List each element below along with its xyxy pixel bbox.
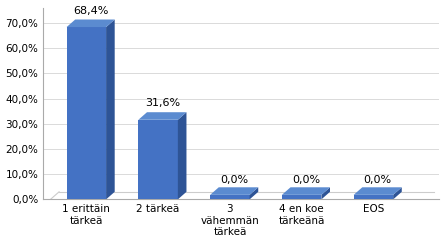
Text: 0,0%: 0,0%	[292, 175, 320, 185]
Polygon shape	[321, 187, 330, 200]
Text: 0,0%: 0,0%	[364, 175, 392, 185]
Polygon shape	[393, 187, 402, 200]
Polygon shape	[178, 112, 186, 200]
Polygon shape	[106, 19, 115, 200]
Text: 68,4%: 68,4%	[73, 6, 108, 16]
Polygon shape	[67, 27, 106, 200]
Polygon shape	[210, 195, 250, 200]
Polygon shape	[138, 120, 178, 200]
Polygon shape	[282, 187, 330, 195]
Polygon shape	[282, 195, 321, 200]
Polygon shape	[354, 195, 393, 200]
Polygon shape	[354, 187, 402, 195]
Polygon shape	[210, 187, 258, 195]
Polygon shape	[250, 187, 258, 200]
Polygon shape	[138, 112, 186, 120]
Text: 31,6%: 31,6%	[145, 98, 180, 108]
Polygon shape	[67, 19, 115, 27]
Text: 0,0%: 0,0%	[220, 175, 248, 185]
